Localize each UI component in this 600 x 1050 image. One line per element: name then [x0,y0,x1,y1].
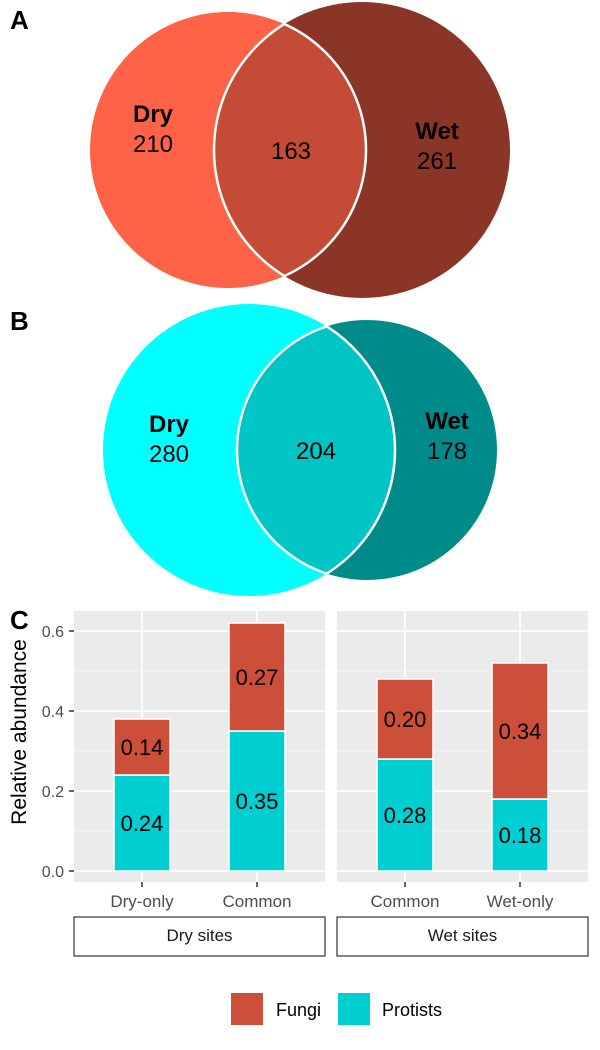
y-tick-label: 0.6 [42,624,64,641]
panel-letter-a: A [10,5,29,35]
facet-1: 0.24 0.14 Dry-only 0.35 0.27 Common Dry sites [73,611,326,957]
stacked-bar-chart: C Relative abundance 0.24 0.14 Dry-only 0.3… [8,605,589,1025]
panel-background [74,611,325,882]
venn-b-overlap [237,320,395,580]
venn-a: A Dry 210 163 Wet 261 [10,2,510,298]
legend-key-fungi [231,993,263,1025]
bar-label-protists: 0.24 [121,811,164,836]
venn-b-overlap-count: 204 [296,438,336,465]
y-tick-label: 0.2 [42,784,64,801]
facet-title: Dry sites [166,926,232,945]
legend-label-fungi: Fungi [276,1000,321,1020]
venn-a-dry-label: Dry [133,101,174,128]
venn-a-overlap [214,12,366,288]
panel-background [337,611,588,882]
venn-a-dry-count: 210 [133,131,173,158]
legend-key-protists [338,993,370,1025]
bar-protists [376,758,434,872]
bar-label-fungi: 0.14 [121,735,164,760]
bar-fungi [113,718,171,776]
bar-label-protists: 0.35 [236,789,279,814]
bar-protists [228,730,286,872]
bar-label-protists: 0.28 [384,803,427,828]
bar-fungi [376,678,434,760]
bar-label-fungi: 0.20 [384,707,427,732]
bar-protists [491,798,549,872]
facet-strip [336,916,589,957]
bar-label-protists: 0.18 [499,823,542,848]
facet-2: 0.28 0.20 Common 0.18 0.34 Wet-only Wet sites [336,611,589,957]
y-axis-title: Relative abundance [8,639,31,825]
bar-fungi [491,662,549,800]
venn-b-wet-count: 178 [427,438,467,465]
bar-fungi [228,622,286,732]
y-tick-label: 0.4 [42,704,64,721]
x-tick-label: Wet-only [487,892,554,911]
panel-letter-b: B [10,306,29,336]
legend-label-protists: Protists [382,1000,442,1020]
venn-a-wet-label: Wet [415,118,459,145]
x-tick-label: Dry-only [110,892,174,911]
venn-a-wet-count: 261 [417,148,457,175]
bar-label-fungi: 0.27 [236,665,279,690]
venn-b: B Dry 280 204 Wet 178 [10,304,497,596]
venn-a-overlap-count: 163 [271,138,311,165]
legend: Fungi Protists [231,993,442,1025]
panel-letter-c: C [10,605,29,635]
facet-title: Wet sites [428,926,498,945]
venn-b-dry-label: Dry [149,411,190,438]
venn-b-wet-label: Wet [425,408,469,435]
bar-protists [113,774,171,872]
y-tick-label: 0.0 [42,864,64,881]
bar-label-fungi: 0.34 [499,719,542,744]
x-tick-label: Common [371,892,440,911]
venn-b-dry-count: 280 [149,441,189,468]
facet-strip [73,916,326,957]
x-tick-label: Common [223,892,292,911]
